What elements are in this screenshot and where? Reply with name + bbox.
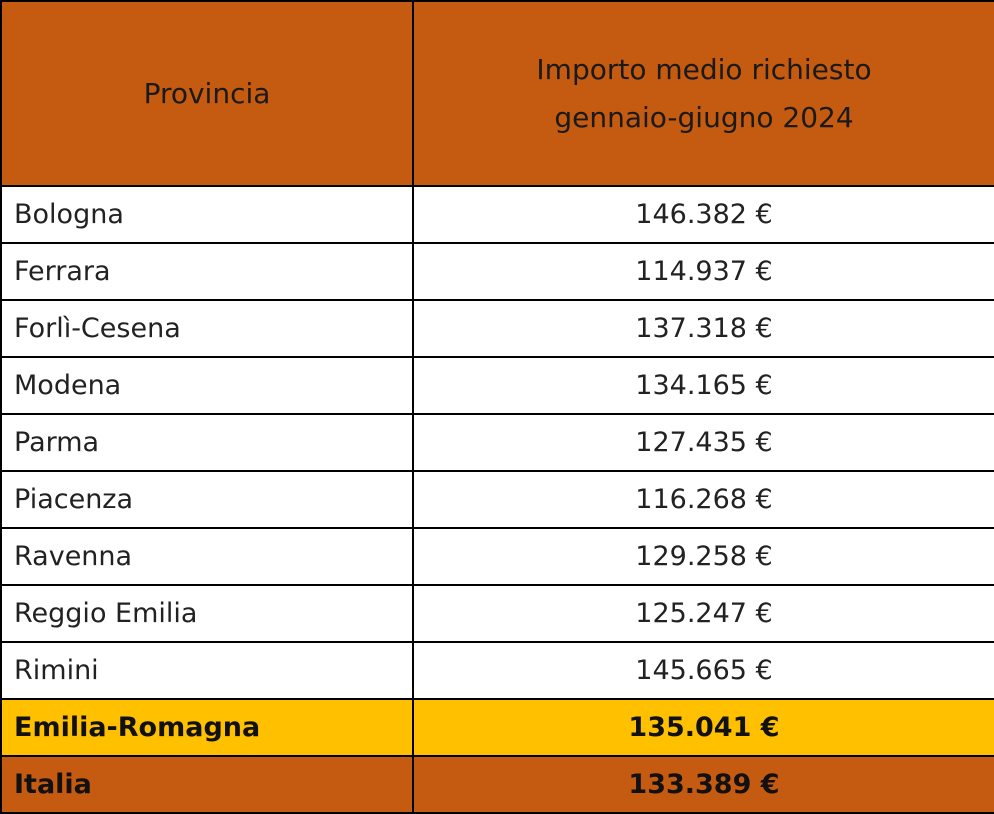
province-name-cell: Piacenza	[0, 470, 414, 529]
province-value-cell: 129.258 €	[412, 527, 994, 586]
country-name-cell: Italia	[0, 755, 414, 814]
header-row: Provincia Importo medio richiesto gennai…	[0, 0, 994, 187]
header-provincia-text: Provincia	[143, 76, 271, 110]
region-name-cell: Emilia-Romagna	[0, 698, 414, 757]
table-row: Forlì-Cesena 137.318 €	[0, 299, 994, 358]
province-value-cell: 145.665 €	[412, 641, 994, 700]
table-row-region: Emilia-Romagna 135.041 €	[0, 698, 994, 757]
province-name-cell: Parma	[0, 413, 414, 472]
header-importo-line-2: gennaio-giugno 2024	[554, 100, 854, 134]
header-importo-line-1: Importo medio richiesto	[536, 52, 872, 86]
table-row: Bologna 146.382 €	[0, 185, 994, 244]
province-name-cell: Modena	[0, 356, 414, 415]
province-name-cell: Ferrara	[0, 242, 414, 301]
country-value-cell: 133.389 €	[412, 755, 994, 814]
region-value-cell: 135.041 €	[412, 698, 994, 757]
table-row-country: Italia 133.389 €	[0, 755, 994, 814]
table-body: Bologna 146.382 € Ferrara 114.937 € Forlì-Ce…	[0, 185, 994, 814]
province-value-cell: 137.318 €	[412, 299, 994, 358]
province-value-cell: 146.382 €	[412, 185, 994, 244]
province-name-cell: Rimini	[0, 641, 414, 700]
table-row: Parma 127.435 €	[0, 413, 994, 472]
header-importo: Importo medio richiesto gennaio-giugno 2…	[412, 0, 994, 187]
province-name-cell: Ravenna	[0, 527, 414, 586]
province-value-cell: 116.268 €	[412, 470, 994, 529]
header-provincia: Provincia	[0, 0, 414, 187]
province-value-cell: 125.247 €	[412, 584, 994, 643]
province-value-cell: 114.937 €	[412, 242, 994, 301]
province-name-cell: Forlì-Cesena	[0, 299, 414, 358]
province-value-cell: 134.165 €	[412, 356, 994, 415]
province-name-cell: Bologna	[0, 185, 414, 244]
table-row: Rimini 145.665 €	[0, 641, 994, 700]
table-row: Ravenna 129.258 €	[0, 527, 994, 586]
table-row: Piacenza 116.268 €	[0, 470, 994, 529]
table-row: Ferrara 114.937 €	[0, 242, 994, 301]
table-header: Provincia Importo medio richiesto gennai…	[0, 0, 994, 187]
table-row: Reggio Emilia 125.247 €	[0, 584, 994, 643]
province-name-cell: Reggio Emilia	[0, 584, 414, 643]
province-value-cell: 127.435 €	[412, 413, 994, 472]
table-row: Modena 134.165 €	[0, 356, 994, 415]
